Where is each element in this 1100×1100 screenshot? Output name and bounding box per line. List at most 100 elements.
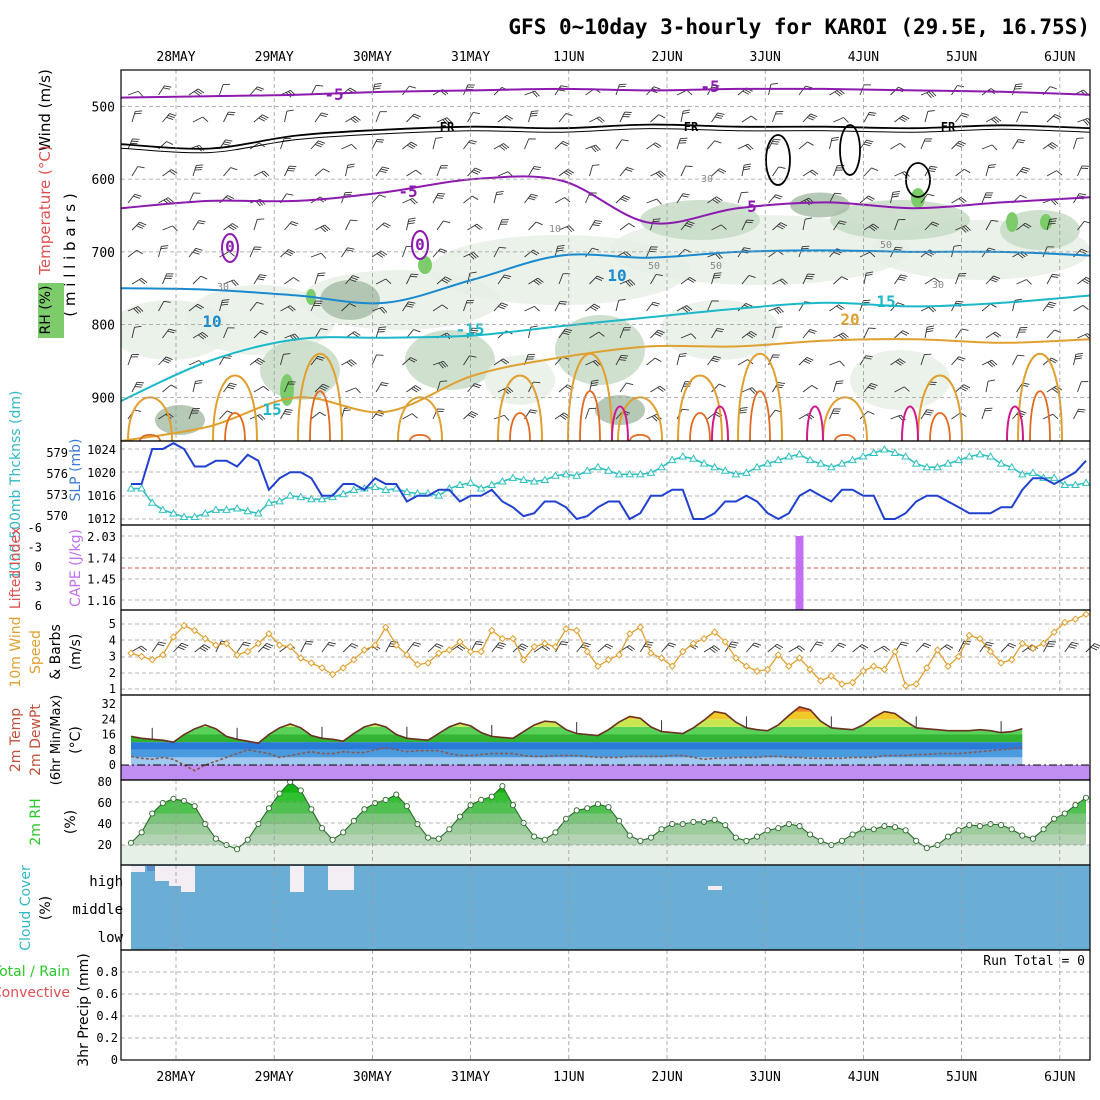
wind-barb-feather: [778, 166, 786, 169]
wind-barb: [280, 249, 289, 258]
wind-barb: [894, 171, 905, 177]
cape-bar: [795, 536, 804, 610]
wind-barb-feather: [139, 221, 147, 226]
wind-speed-point: [679, 647, 687, 656]
wind-barb-feather: [167, 197, 174, 203]
wind-barb-feather: [196, 164, 204, 166]
rh-band: [131, 813, 1086, 824]
wind-barb-feather: [593, 303, 601, 308]
wind-barb: [280, 354, 284, 366]
wind-barb-feather: [534, 306, 540, 312]
wind-barb-feather: [1018, 139, 1026, 142]
wind-barb: [741, 219, 748, 231]
wind-barb-feather: [379, 194, 387, 198]
wind-barb-feather: [472, 327, 480, 330]
wind-barb-feather: [731, 641, 739, 644]
wind-barb: [597, 643, 608, 653]
wind-speed-point: [328, 670, 337, 679]
wind-speed-point: [212, 641, 220, 649]
x-date-top: 28MAY: [156, 50, 195, 65]
slp-line: [131, 442, 1087, 521]
thickness-point: [455, 480, 465, 488]
wind-speed-point: [848, 678, 857, 687]
precip-frame: [120, 949, 1091, 1061]
wind-speed-point: [169, 633, 178, 641]
wind-barb-feather: [476, 223, 483, 229]
rh-point: [552, 829, 559, 836]
wind-barb-feather: [773, 138, 781, 141]
wind-barb-feather: [195, 247, 203, 251]
rh-point: [966, 822, 973, 829]
wind-barb: [873, 645, 885, 653]
wind-barb-feather: [438, 250, 446, 254]
wind-barb-feather: [411, 413, 418, 419]
rh-point: [1082, 794, 1090, 801]
wind-barb: [1016, 327, 1021, 339]
contour-label: 0: [415, 235, 425, 254]
wind-barb-feather: [501, 302, 509, 306]
rh-point: [669, 820, 676, 828]
li-tick: -3: [28, 541, 42, 555]
cloud-clear-patch: [169, 866, 181, 886]
wind-barb-feather: [748, 275, 756, 279]
wind-barb-feather: [1020, 170, 1028, 174]
thickness-point: [657, 462, 666, 471]
wind-barb-feather: [506, 114, 513, 120]
wind-barb-feather: [946, 644, 954, 649]
cloud-level-label: low: [98, 930, 124, 946]
wind-barb: [589, 275, 598, 285]
wind-speed-point: [127, 649, 135, 657]
wind-barb-feather: [944, 645, 952, 651]
wind-barb: [707, 300, 713, 312]
wind-barb-feather: [134, 325, 142, 328]
wind-barb-feather: [566, 226, 573, 232]
wind-barb: [432, 304, 443, 312]
wind-barb-feather: [743, 165, 751, 169]
wind-speed-point: [1008, 656, 1016, 664]
wind-barb-feather: [591, 382, 599, 385]
x-date-bottom: 28MAY: [156, 1070, 195, 1085]
wind-barb: [284, 111, 288, 123]
contour-label: 50: [710, 261, 722, 272]
rh-point: [711, 816, 718, 823]
wind-barb-feather: [1046, 305, 1054, 309]
wind-barb-feather: [619, 356, 628, 359]
wind-barb-feather: [930, 223, 938, 227]
wind-barb-feather: [990, 303, 997, 308]
wind-barb-feather: [377, 331, 385, 333]
wind-barb-feather: [320, 385, 328, 390]
wind-barb: [585, 408, 590, 420]
wind-barb: [985, 381, 989, 393]
thickness-point: [466, 478, 475, 486]
x-date-bottom: 30MAY: [353, 1070, 392, 1085]
wind-barb: [981, 359, 993, 366]
wind-barb-feather: [197, 88, 205, 94]
wind-barb-feather: [1049, 218, 1057, 220]
wind-barb-feather: [991, 219, 999, 222]
wind-barb: [158, 85, 165, 96]
wind-barb: [558, 273, 564, 285]
wind-barb-feather: [412, 198, 418, 204]
temp-contour-20: [397, 396, 443, 441]
rh-point: [775, 825, 782, 832]
cloud-clear-patch: [155, 866, 169, 881]
panel-grid: [121, 780, 1090, 865]
wind-barb-feather: [531, 110, 539, 112]
wind-barb-feather: [288, 167, 296, 170]
wind-speed-point: [774, 651, 782, 659]
wind-barb-feather: [530, 251, 538, 256]
wind-barb: [802, 219, 806, 231]
rh-point: [308, 806, 315, 813]
wind-barb-feather: [865, 355, 873, 358]
legend-wind: Wind (m/s): [36, 69, 54, 151]
wind-barb-feather: [162, 360, 170, 364]
wind-barb: [615, 195, 625, 204]
wind-barb-feather: [930, 90, 937, 97]
wind-barb-feather: [349, 278, 357, 282]
rh-point: [923, 845, 930, 852]
wind-barb: [558, 384, 568, 393]
wind-barb-feather: [993, 275, 1001, 279]
x-date-top: 4JUN: [848, 50, 879, 65]
thickness-point: [752, 462, 762, 471]
wind-barb: [1046, 274, 1053, 285]
